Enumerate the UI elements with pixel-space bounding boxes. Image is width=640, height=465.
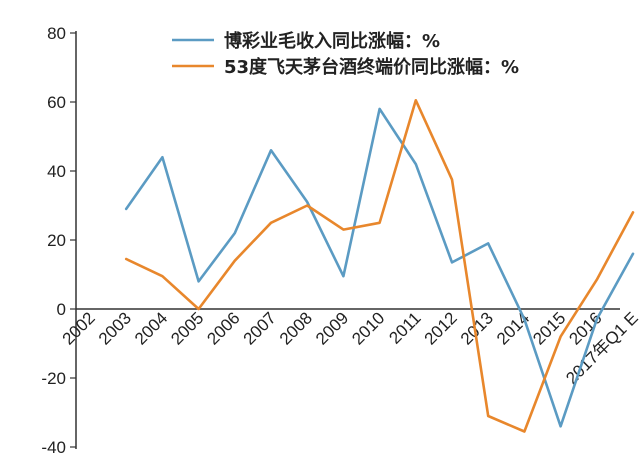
- series-line-2: [124, 99, 635, 433]
- y-axis: 80 60 40 20 0 -20 -40: [41, 24, 77, 457]
- x-tick-label: 2003: [95, 308, 135, 348]
- legend-label-2: 53度飞天茅台酒终端价同比涨幅：%: [224, 56, 519, 78]
- y-tick-label: -20: [41, 369, 66, 388]
- y-tick-label: 60: [47, 93, 66, 112]
- y-tick-label: 40: [47, 162, 66, 181]
- x-tick-label: 2004: [131, 308, 171, 348]
- y-tick-label: -40: [41, 438, 66, 457]
- legend: 博彩业毛收入同比涨幅：% 53度飞天茅台酒终端价同比涨幅：%: [172, 30, 519, 78]
- y-tick-label: 0: [57, 300, 66, 319]
- series-layer: [124, 99, 635, 433]
- y-tick-label: 80: [47, 24, 66, 43]
- x-tick-label: 2005: [167, 308, 207, 348]
- legend-label-1: 博彩业毛收入同比涨幅：%: [224, 30, 440, 52]
- x-tick-label: 2012: [421, 308, 461, 348]
- y-tick-label: 20: [47, 231, 66, 250]
- series-line-1: [124, 107, 635, 428]
- x-tick-label: 2010: [348, 308, 388, 348]
- x-tick-label: 2008: [276, 308, 316, 348]
- x-tick-label: 2006: [203, 308, 243, 348]
- x-tick-label: 2007: [240, 308, 280, 348]
- x-tick-label: 2011: [385, 308, 424, 347]
- x-tick-label: 2015: [529, 308, 569, 348]
- x-axis: 2002200320042005200620072008200920102011…: [59, 308, 640, 388]
- x-tick-label: 2009: [312, 308, 352, 348]
